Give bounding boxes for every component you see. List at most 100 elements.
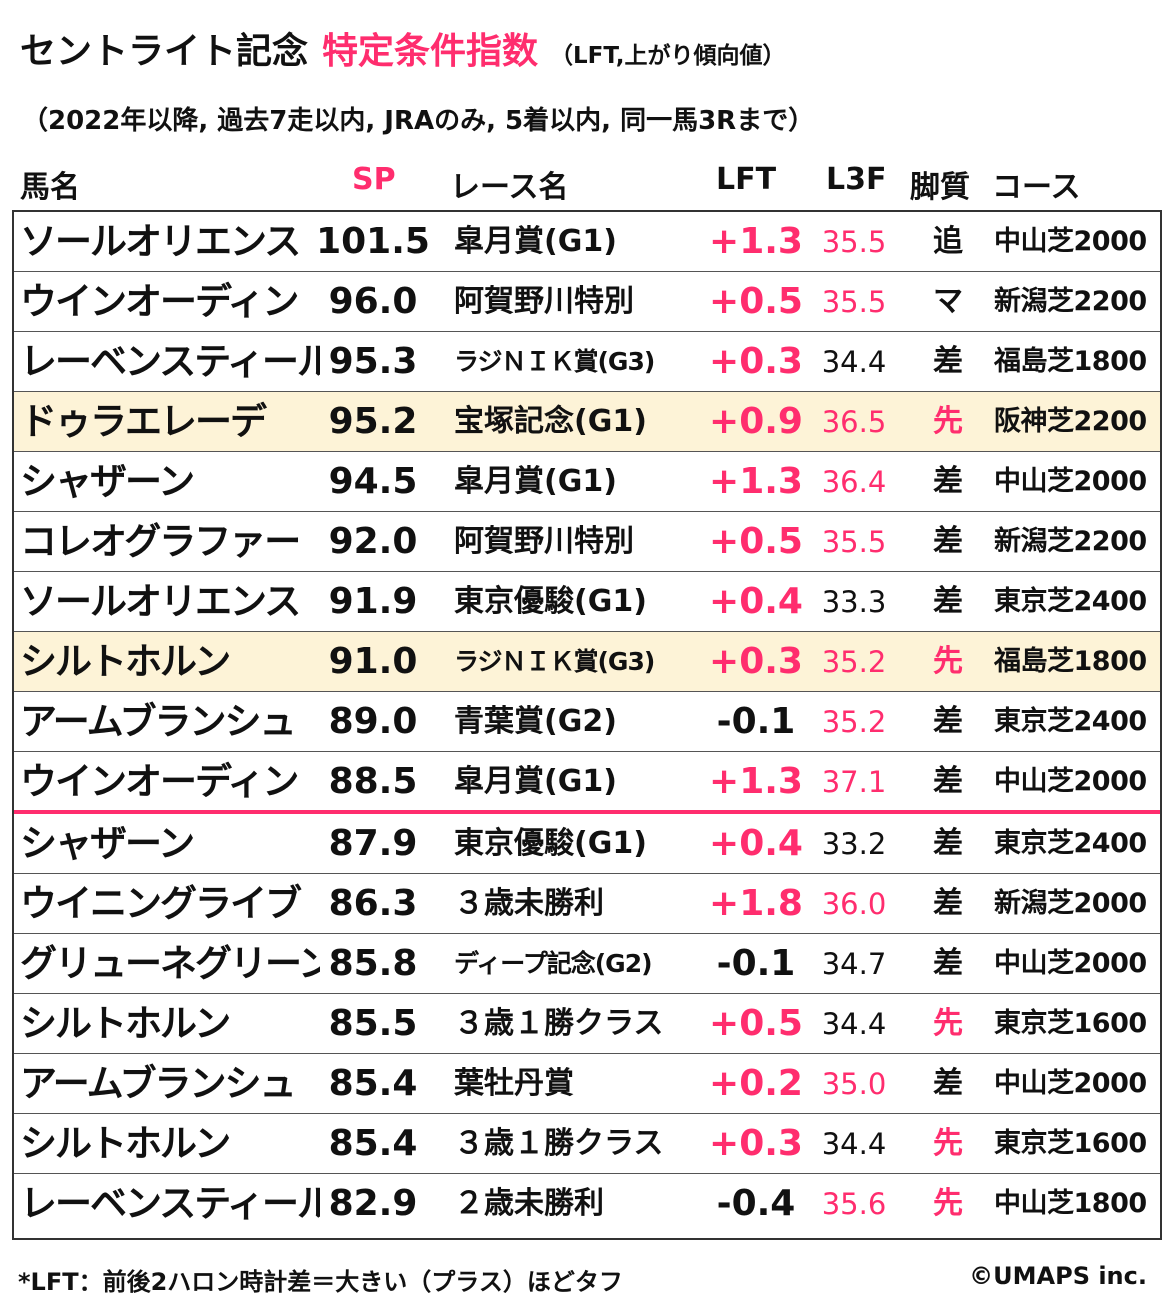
- sp-value: 95.3: [328, 341, 418, 382]
- sp-value: 88.5: [328, 761, 418, 802]
- lft-value: +1.8: [709, 883, 803, 924]
- footer-note: *LFT：前後2ハロン時計差＝大きい（プラス）ほどタフ: [18, 1268, 623, 1296]
- l3f-value: 35.5: [821, 225, 887, 259]
- lft-value: +0.9: [709, 401, 803, 442]
- running-style: 差: [933, 704, 963, 739]
- course-name: 中山芝2000: [994, 226, 1147, 257]
- l3f-value: 35.6: [821, 1187, 887, 1221]
- table-row: ドゥラエレーデ 95.2 宝塚記念(G1) +0.9 36.5 先阪神芝2200: [14, 392, 1160, 452]
- l3f-value: 33.2: [821, 827, 887, 861]
- horse-name: コレオグラファー: [20, 520, 301, 563]
- lft-value: +1.3: [709, 761, 803, 802]
- top10-divider: [14, 810, 1160, 814]
- sp-value: 91.9: [328, 581, 418, 622]
- lft-value: +0.2: [709, 1063, 803, 1104]
- sp-value: 101.5: [316, 221, 430, 262]
- horse-name: シャザーン: [20, 822, 195, 865]
- sp-value: 91.0: [328, 641, 418, 682]
- running-style: 先: [933, 404, 963, 439]
- sp-value: 95.2: [328, 401, 418, 442]
- l3f-value: 36.0: [821, 887, 887, 921]
- lft-value: +0.5: [709, 1003, 803, 1044]
- running-style: 先: [933, 1126, 963, 1161]
- horse-name: アームブランシュ: [20, 700, 296, 743]
- l3f-value: 36.4: [821, 465, 887, 499]
- horse-name: ウイニングライブ: [20, 882, 302, 925]
- running-style: 先: [933, 1186, 963, 1221]
- table-row: グリューネグリーン 85.8 ディープ記念(G2) -0.1 34.7 差中山芝2000: [14, 934, 1160, 994]
- horse-name: ウインオーディン: [20, 760, 299, 803]
- course-name: 中山芝2000: [994, 466, 1147, 497]
- lft-value: +0.4: [709, 581, 803, 622]
- race-name: 青葉賞(G2): [454, 704, 617, 739]
- race-name: 阿賀野川特別: [454, 524, 634, 559]
- running-style: 差: [933, 524, 963, 559]
- race-name: 東京優駿(G1): [454, 826, 647, 861]
- race-name: 皐月賞(G1): [454, 764, 617, 799]
- horse-name: ソールオリエンス: [20, 220, 301, 263]
- lft-value: -0.1: [716, 701, 796, 742]
- running-style: 差: [933, 464, 963, 499]
- sp-value: 85.4: [328, 1123, 418, 1164]
- running-style: 差: [933, 584, 963, 619]
- horse-name: シャザーン: [20, 460, 195, 503]
- table-row: ウインオーディン 88.5 皐月賞(G1) +1.3 37.1 差中山芝2000: [14, 752, 1160, 812]
- header-race: レース名: [450, 170, 569, 205]
- course-name: 新潟芝2200: [994, 286, 1147, 317]
- header-lft: LFT: [716, 162, 777, 197]
- table-row: シルトホルン 85.5 ３歳１勝クラス +0.5 34.4 先東京芝1600: [14, 994, 1160, 1054]
- sp-value: 85.8: [328, 943, 418, 984]
- header-l3f: L3F: [826, 162, 887, 197]
- table-row: コレオグラファー 92.0 阿賀野川特別 +0.5 35.5 差新潟芝2200: [14, 512, 1160, 572]
- running-style: 差: [933, 886, 963, 921]
- l3f-value: 36.5: [821, 405, 887, 439]
- sp-value: 82.9: [328, 1183, 418, 1224]
- sp-value: 89.0: [328, 701, 418, 742]
- lft-value: +0.5: [709, 521, 803, 562]
- lft-value: +0.4: [709, 823, 803, 864]
- table-row: アームブランシュ 85.4 葉牡丹賞 +0.2 35.0 差中山芝2000: [14, 1054, 1160, 1114]
- course-name: 阪神芝2200: [994, 406, 1147, 437]
- lft-value: +0.3: [709, 341, 803, 382]
- race-name: ３歳未勝利: [454, 886, 604, 921]
- race-name: ２歳未勝利: [454, 1186, 604, 1221]
- table-row: ウインオーディン 96.0 阿賀野川特別 +0.5 35.5 マ新潟芝2200: [14, 272, 1160, 332]
- race-name: 阿賀野川特別: [454, 284, 634, 319]
- l3f-value: 35.5: [821, 525, 887, 559]
- race-name: 東京優駿(G1): [454, 584, 647, 619]
- l3f-value: 35.0: [821, 1067, 887, 1101]
- table-row: シルトホルン 91.0 ラジＮＩＫ賞(G3) +0.3 35.2 先福島芝1800: [14, 632, 1160, 692]
- lft-value: +1.3: [709, 221, 803, 262]
- horse-name: ドゥラエレーデ: [20, 400, 267, 443]
- course-name: 中山芝2000: [994, 1068, 1147, 1099]
- horse-name: シルトホルン: [20, 640, 231, 683]
- sp-value: 86.3: [328, 883, 418, 924]
- header-sp: SP: [352, 162, 396, 197]
- subtitle: （2022年以降, 過去7走以内, JRAのみ, 5着以内, 同一馬3Rまで）: [22, 106, 815, 136]
- race-name: ラジＮＩＫ賞(G3): [454, 647, 655, 676]
- copyright: ©UMAPS inc.: [969, 1262, 1147, 1290]
- l3f-value: 34.4: [821, 1127, 887, 1161]
- l3f-value: 35.2: [821, 645, 887, 679]
- race-name: 宝塚記念(G1): [454, 404, 647, 439]
- course-name: 福島芝1800: [994, 646, 1147, 677]
- running-style: 追: [933, 224, 963, 259]
- results-table: ソールオリエンス 101.5 皐月賞(G1) +1.3 35.5 追中山芝2000 ウインオ…: [12, 210, 1162, 1240]
- course-name: 新潟芝2200: [994, 526, 1147, 557]
- race-name: 皐月賞(G1): [454, 464, 617, 499]
- table-row: シャザーン 87.9 東京優駿(G1) +0.4 33.2 差東京芝2400: [14, 814, 1160, 874]
- l3f-value: 34.4: [821, 1007, 887, 1041]
- lft-value: +0.5: [709, 281, 803, 322]
- running-style: 差: [933, 1066, 963, 1101]
- l3f-value: 34.7: [821, 947, 887, 981]
- header-name: 馬名: [20, 170, 80, 205]
- horse-name: シルトホルン: [20, 1002, 231, 1045]
- horse-name: ウインオーディン: [20, 280, 299, 323]
- running-style: 差: [933, 946, 963, 981]
- title-row: セントライト記念 特定条件指数 （LFT,上がり傾向値）: [20, 22, 786, 72]
- sp-value: 94.5: [328, 461, 418, 502]
- course-name: 東京芝1600: [994, 1128, 1147, 1159]
- page-title: セントライト記念: [20, 31, 309, 72]
- table-row: アームブランシュ 89.0 青葉賞(G2) -0.1 35.2 差東京芝2400: [14, 692, 1160, 752]
- horse-name: シルトホルン: [20, 1122, 231, 1165]
